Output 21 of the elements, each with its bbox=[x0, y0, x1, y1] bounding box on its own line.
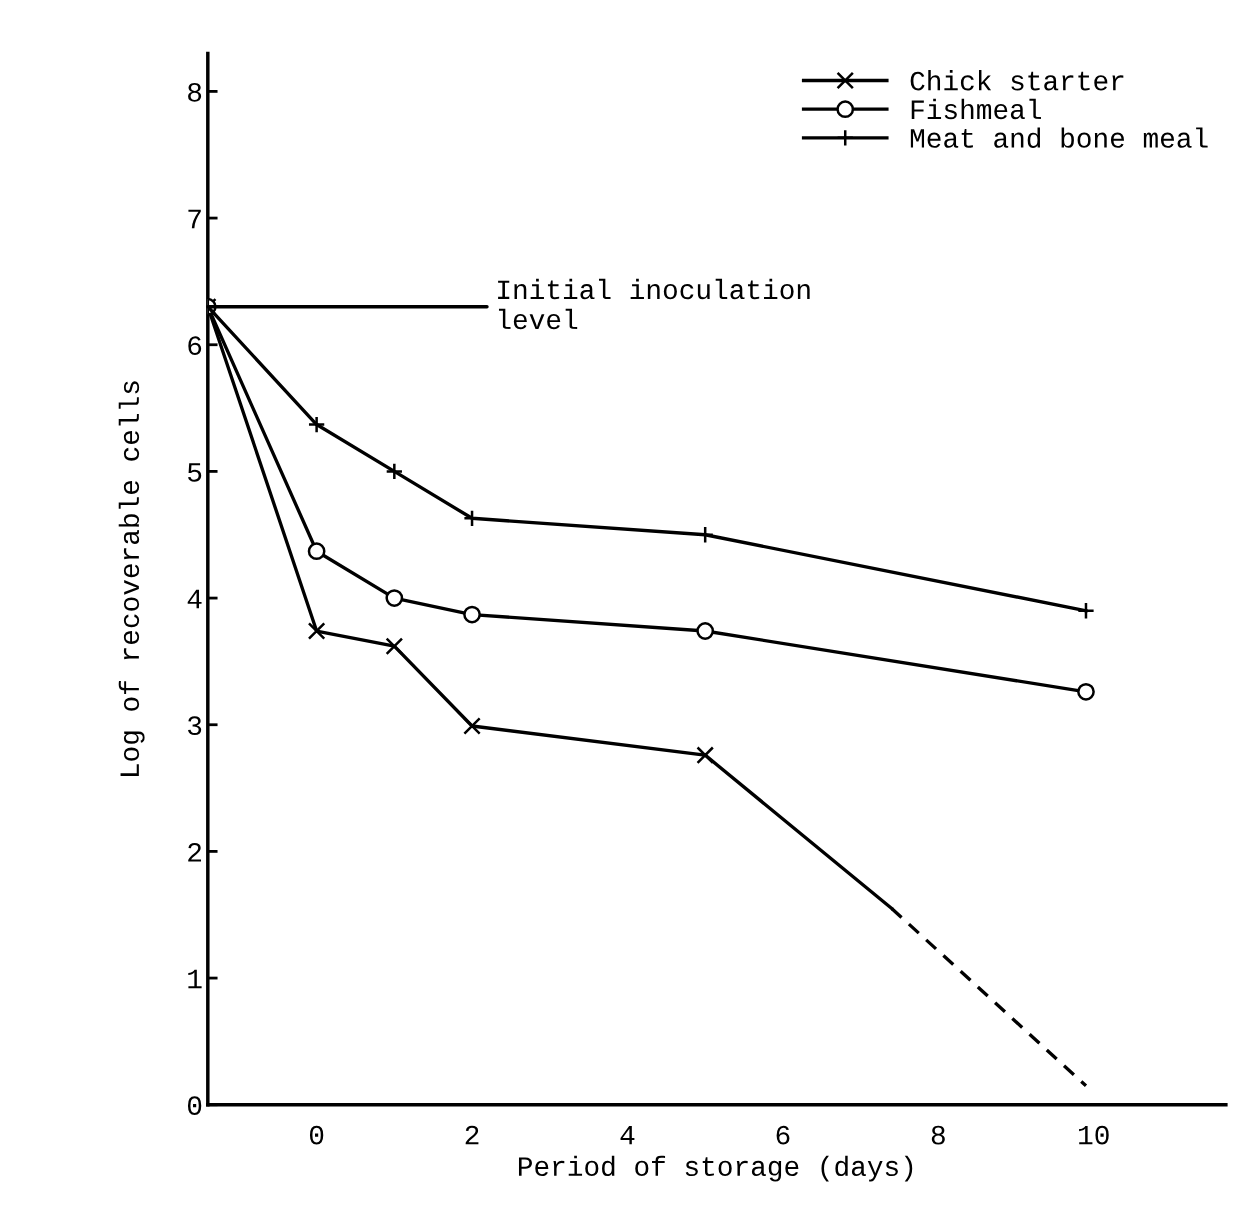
y-tick-label: 3 bbox=[188, 716, 202, 736]
y-tick-label: 4 bbox=[187, 589, 202, 609]
x-tick-label: 2 bbox=[465, 1125, 479, 1145]
y-tick-label: 8 bbox=[188, 82, 202, 102]
y-tick-label: 1 bbox=[188, 969, 202, 989]
x-tick-label: 10 bbox=[1079, 1125, 1109, 1145]
legend-label: Fishmeal bbox=[911, 98, 1041, 120]
x-axis-title: Period of storage (days) bbox=[518, 1155, 913, 1182]
x-tick-label: 6 bbox=[776, 1125, 790, 1145]
annotation: Initial inoculation level bbox=[498, 278, 810, 330]
y-axis-title: Log of recoverable cells bbox=[118, 381, 145, 776]
legend-label: Chick starter bbox=[910, 70, 1124, 91]
y-tick-label: 6 bbox=[188, 336, 202, 356]
y-tick-label: 5 bbox=[188, 463, 202, 482]
y-tick-label: 0 bbox=[187, 1096, 202, 1116]
legend-label: Meat and bone meal bbox=[910, 127, 1208, 148]
x-tick-label: 0 bbox=[309, 1125, 324, 1145]
y-tick-label: 2 bbox=[188, 842, 201, 862]
y-tick-label: 7 bbox=[188, 209, 201, 229]
x-tick-label: 4 bbox=[620, 1126, 635, 1145]
x-tick-label: 8 bbox=[931, 1125, 945, 1145]
